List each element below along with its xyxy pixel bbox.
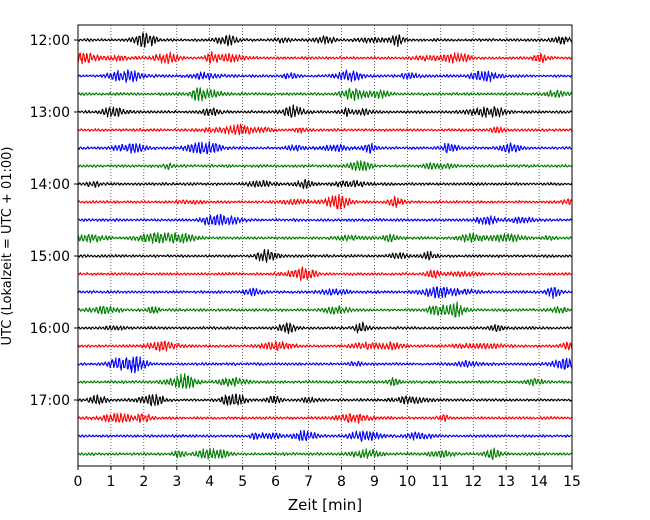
trace-row — [77, 232, 573, 244]
trace-row — [77, 248, 573, 263]
trace-row — [77, 356, 573, 374]
y-tick-label: 17:00 — [30, 393, 70, 409]
trace-row — [77, 193, 573, 210]
trace-row — [77, 266, 573, 282]
x-tick-label: 15 — [563, 474, 581, 490]
trace-row — [77, 340, 573, 352]
x-tick-label: 2 — [139, 474, 148, 490]
y-axis-label: UTC (Lokalzeit = UTC + 01:00) — [0, 147, 15, 346]
x-tick-label: 8 — [337, 474, 346, 490]
y-axis: 12:00 13:00 14:00 15:00 16:00 17:00 — [30, 33, 78, 409]
trace-row — [77, 104, 573, 118]
trace-row — [77, 429, 573, 442]
x-tick-label: 10 — [398, 474, 416, 490]
trace-row — [77, 213, 573, 226]
x-tick-label: 14 — [530, 474, 548, 490]
trace-row — [77, 412, 573, 424]
seismic-traces — [77, 32, 573, 460]
y-tick-label: 15:00 — [30, 249, 70, 265]
x-tick-label: 11 — [431, 474, 449, 490]
x-tick-label: 5 — [238, 474, 247, 490]
x-axis-label: Zeit [min] — [288, 496, 362, 514]
x-tick-label: 7 — [304, 474, 313, 490]
x-tick-label: 4 — [205, 474, 214, 490]
trace-row — [77, 123, 573, 136]
x-tick-label: 1 — [106, 474, 115, 490]
trace-row — [77, 301, 573, 318]
y-tick-label: 14:00 — [30, 177, 70, 193]
x-tick-label: 0 — [74, 474, 83, 490]
trace-row — [77, 286, 573, 299]
y-tick-label: 12:00 — [30, 33, 70, 49]
trace-row — [77, 321, 573, 335]
x-axis: 0 1 2 3 4 5 6 7 8 9 10 11 12 13 14 15 — [74, 466, 581, 490]
trace-row — [77, 32, 573, 48]
trace-row — [77, 141, 573, 155]
trace-row — [77, 69, 573, 83]
trace-row — [77, 178, 573, 189]
x-tick-label: 9 — [370, 474, 379, 490]
x-tick-label: 12 — [464, 474, 482, 490]
trace-row — [77, 87, 573, 102]
x-tick-label: 3 — [172, 474, 181, 490]
trace-row — [77, 373, 573, 390]
trace-row — [77, 51, 573, 65]
trace-row — [77, 447, 573, 460]
y-tick-label: 16:00 — [30, 321, 70, 337]
y-tick-label: 13:00 — [30, 105, 70, 121]
x-tick-label: 13 — [497, 474, 515, 490]
trace-row — [77, 393, 573, 407]
plot-frame — [77, 24, 573, 467]
trace-row — [77, 160, 573, 172]
x-tick-label: 6 — [271, 474, 280, 490]
